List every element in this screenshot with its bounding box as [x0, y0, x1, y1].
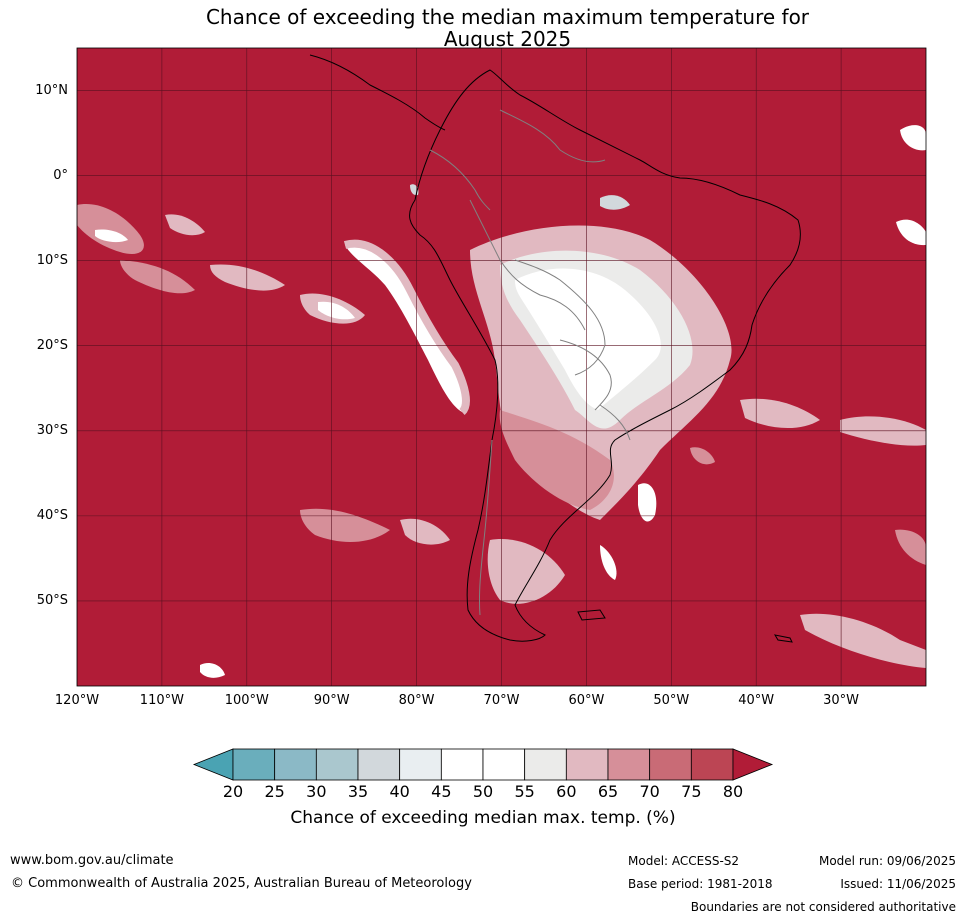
longitude-label: 40°W: [738, 693, 775, 708]
field-pacific-1-core: [95, 229, 128, 243]
field-atlantic-6: [900, 125, 926, 151]
falklands-coastline: [577, 609, 606, 621]
colorbar-label: Chance of exceeding median max. temp. (%…: [290, 808, 676, 828]
colorbar-tick-label: 65: [597, 782, 619, 801]
field-pacific-6: [300, 508, 390, 542]
coastlines: [309, 54, 801, 643]
field-pacific-1: [77, 204, 144, 255]
border-paraguay: [559, 339, 612, 411]
field-atlantic-7: [896, 219, 926, 246]
colorbar-segment: [440, 748, 484, 781]
field-atlantic-4: [600, 545, 617, 580]
field-pacific-5: [165, 214, 205, 236]
south-georgia-coastline: [773, 634, 793, 643]
colorbar-segment: [399, 748, 442, 781]
colorbar-tick-label: 80: [722, 782, 744, 801]
colorbar-segment: [357, 748, 401, 781]
colorbar-tick-label: 30: [306, 782, 327, 801]
colorbar-segment: [690, 748, 734, 781]
country-borders: [429, 109, 631, 616]
colorbar-extend-high: [732, 748, 774, 781]
website-link[interactable]: www.bom.gov.au/climate: [10, 853, 174, 868]
latitude-label: 0°: [53, 167, 68, 183]
field-pacific-4: [120, 260, 195, 294]
colorbar-segment: [482, 748, 526, 781]
map-title: Chance of exceeding the median maximum t…: [0, 6, 965, 50]
colorbar-tick-label: 25: [264, 782, 285, 801]
title-line-2: August 2025: [443, 27, 572, 51]
longitude-label: 80°W: [398, 693, 435, 708]
latitude-label: 10°S: [36, 252, 68, 268]
latitude-label: 50°S: [36, 592, 68, 608]
colorbar-tick-label: 70: [639, 782, 660, 801]
longitude-label: 50°W: [653, 693, 690, 708]
field-atlantic-9: [690, 447, 715, 465]
field-contour-50: [515, 268, 661, 410]
longitude-label: 110°W: [139, 693, 184, 708]
field-contour-65-south: [499, 410, 614, 510]
latitude-label: 30°S: [36, 422, 68, 438]
border-colombia: [429, 149, 491, 211]
field-atlantic-3: [638, 483, 657, 522]
field-contour-40-amazon: [600, 195, 630, 210]
longitude-label: 60°W: [568, 693, 605, 708]
field-atlantic-1: [740, 398, 820, 429]
base-period-text: Base period: 1981-2018: [628, 877, 773, 891]
field-pacific-3-core: [318, 301, 355, 320]
graticule: [77, 48, 926, 686]
colorbar-tick-label: 45: [431, 782, 452, 801]
border-argentina-brazil: [599, 404, 631, 441]
probability-field: [77, 125, 926, 678]
disclaimer-text: Boundaries are not considered authoritat…: [690, 900, 956, 914]
field-andes: [345, 243, 466, 412]
south-america-coastline: [409, 69, 801, 642]
colorbar-segment: [607, 748, 651, 781]
map-frame: [76, 47, 927, 687]
field-andes-ring: [343, 239, 470, 416]
border-chile-argentina: [478, 439, 493, 616]
latitude-label: 40°S: [36, 507, 68, 523]
colorbar-tick-label: 55: [514, 782, 535, 801]
longitude-label: 90°W: [313, 693, 350, 708]
issued-text: Issued: 11/06/2025: [840, 877, 956, 891]
colorbar-segment: [524, 748, 567, 781]
field-atlantic-5: [800, 613, 926, 668]
copyright-text: © Commonwealth of Australia 2025, Austra…: [11, 876, 472, 891]
colorbar-segment: [565, 748, 609, 781]
model-text: Model: ACCESS-S2: [628, 854, 740, 868]
colorbar-tick-label: 60: [556, 782, 577, 801]
field-pacific-8: [200, 663, 225, 678]
colorbar-tick-label: 40: [389, 782, 410, 801]
colorbar-tick-label: 50: [472, 782, 494, 801]
model-run-text: Model run: 09/06/2025: [818, 854, 956, 868]
colorbar-tick-label: 75: [681, 782, 702, 801]
central-america-coastline: [309, 54, 446, 131]
title-line-1: Chance of exceeding the median maximum t…: [205, 5, 810, 29]
colorbar-tick-label: 20: [222, 782, 244, 801]
longitude-label: 120°W: [54, 693, 100, 708]
border-bolivia: [514, 259, 606, 376]
latitude-label: 20°S: [36, 337, 68, 353]
field-atlantic-8: [895, 529, 926, 565]
longitude-label: 100°W: [224, 693, 269, 708]
field-pacific-2: [210, 264, 285, 291]
colorbar-tick-label: 35: [347, 782, 369, 801]
field-patagonia: [487, 539, 565, 604]
colorbar-segment: [649, 748, 692, 781]
colorbar-segment: [232, 748, 276, 781]
field-pacific-7: [400, 518, 450, 545]
colorbar-segment: [315, 748, 359, 781]
colorbar-segment: [274, 748, 317, 781]
colorbar-extend-low: [192, 748, 234, 781]
longitude-label: 30°W: [823, 693, 860, 708]
border-peru-brazil: [469, 199, 586, 331]
colorbar: [192, 748, 774, 781]
border-venezuela: [499, 109, 606, 163]
longitude-label: 70°W: [483, 693, 520, 708]
latitude-label: 10°N: [35, 82, 68, 98]
